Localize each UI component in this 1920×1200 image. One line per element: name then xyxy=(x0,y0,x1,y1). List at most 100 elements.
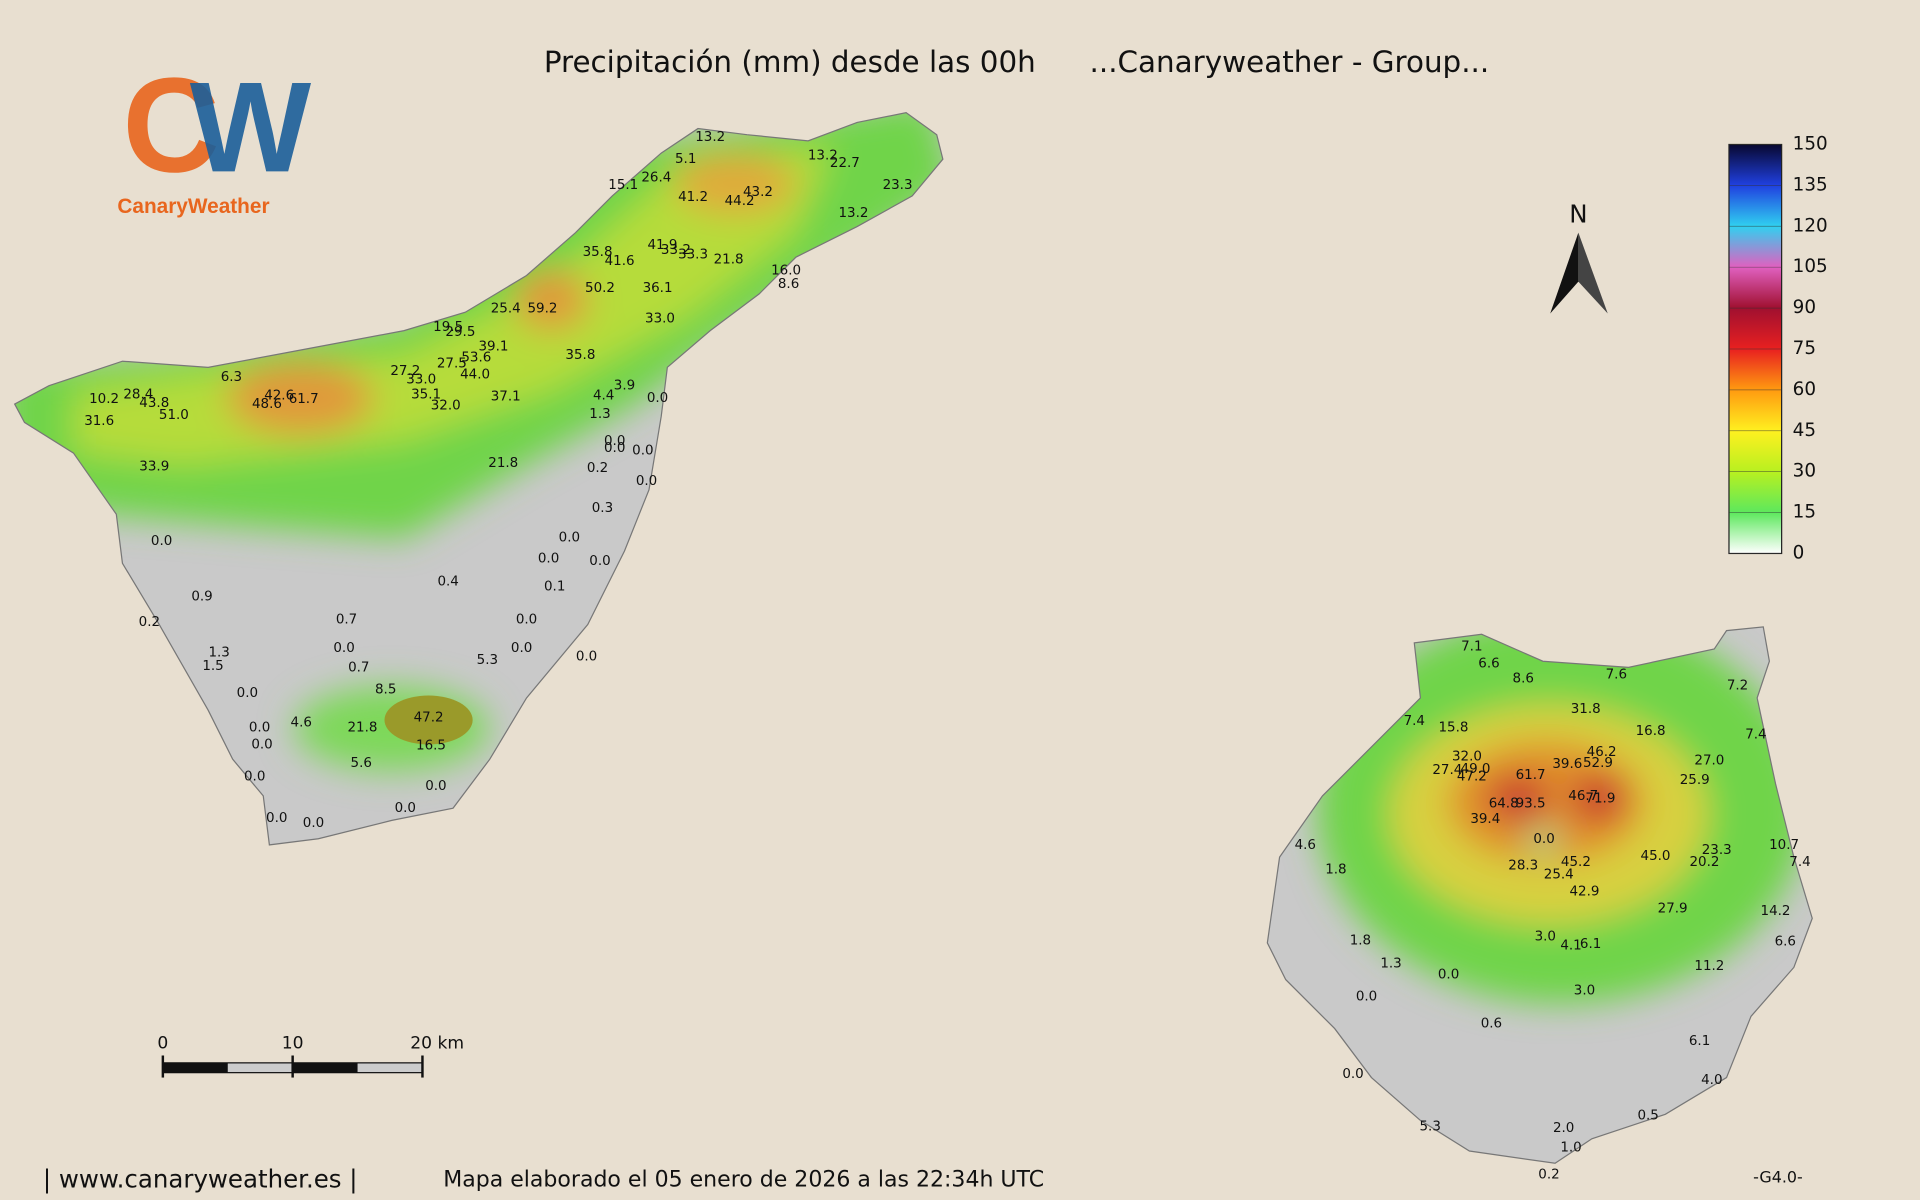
station-value: 0.0 xyxy=(576,649,597,664)
station-value: 49.0 xyxy=(1461,762,1491,777)
station-value: 43.8 xyxy=(139,396,169,411)
station-value: 4.6 xyxy=(1295,838,1316,853)
coast xyxy=(1266,626,1813,1164)
station-value: 46.7 xyxy=(1568,789,1598,804)
station-value: 35.8 xyxy=(565,348,595,363)
svg-text:W: W xyxy=(190,56,312,199)
station-value: 93.5 xyxy=(1516,796,1546,811)
station-value: 0.2 xyxy=(139,615,160,630)
station-value: 0.0 xyxy=(237,686,258,701)
station-value: 23.3 xyxy=(883,178,913,193)
legend-tick-label: 135 xyxy=(1793,174,1828,195)
station-value: 42.6 xyxy=(264,389,294,404)
station-value: 41.2 xyxy=(678,190,708,205)
station-value: 6.6 xyxy=(1775,935,1796,950)
scale-bar xyxy=(161,1055,424,1078)
station-value: 4.4 xyxy=(593,389,614,404)
station-value: 51.0 xyxy=(159,408,189,423)
highlight xyxy=(384,695,473,745)
station-value: 0.0 xyxy=(632,444,653,459)
station-value: 3.0 xyxy=(1535,930,1556,945)
station-value: 6.1 xyxy=(1580,937,1601,952)
station-value: 44.2 xyxy=(725,194,755,209)
station-value: 25.4 xyxy=(1544,867,1574,882)
north-arrow: N xyxy=(1550,200,1608,314)
station-value: 31.6 xyxy=(84,414,114,429)
station-value: 35.1 xyxy=(411,387,441,402)
station-value: 3.9 xyxy=(614,379,635,394)
station-value: 7.4 xyxy=(1404,714,1425,729)
station-value: 27.5 xyxy=(437,357,467,372)
north-label: N xyxy=(1569,200,1587,229)
station-value: 0.5 xyxy=(1637,1109,1658,1124)
station-value: 7.6 xyxy=(1606,668,1627,683)
station-value: 1.8 xyxy=(1325,862,1346,877)
title: Precipitación (mm) desde las 00h xyxy=(544,45,1036,79)
station-value: 6.3 xyxy=(221,370,242,385)
station-value: 1.8 xyxy=(1350,933,1371,948)
station-value: 0.0 xyxy=(604,434,625,449)
station-value: 13.2 xyxy=(808,149,838,164)
station-value: 1.3 xyxy=(208,646,229,661)
station-value: 61.7 xyxy=(289,392,319,407)
station-value: 0.0 xyxy=(151,534,172,549)
station-value: 29.5 xyxy=(445,325,475,340)
station-value: 0.9 xyxy=(191,589,212,604)
station-value: 5.3 xyxy=(477,653,498,668)
scale-label: 10 xyxy=(282,1033,304,1053)
station-value: 61.7 xyxy=(1516,768,1546,783)
station-value: 0.7 xyxy=(348,660,369,675)
station-value: 0.2 xyxy=(1538,1167,1559,1182)
station-value: 33.9 xyxy=(139,460,169,475)
station-value: 47.2 xyxy=(414,711,444,726)
station-value: 0.6 xyxy=(1481,1017,1502,1032)
station-value: 0.0 xyxy=(1356,990,1377,1005)
station-value: 44.0 xyxy=(460,368,490,383)
station-value: 41.6 xyxy=(605,254,635,269)
station-value: 39.1 xyxy=(478,340,508,355)
legend-tick-label: 120 xyxy=(1793,215,1828,236)
station-value: 10.7 xyxy=(1769,838,1799,853)
station-value: 0.3 xyxy=(592,501,613,516)
station-value: 42.9 xyxy=(1570,884,1600,899)
legend-tick-label: 75 xyxy=(1793,338,1816,359)
station-value: 0.0 xyxy=(266,811,287,826)
station-value: 50.2 xyxy=(585,281,615,296)
station-value: 14.2 xyxy=(1761,904,1791,919)
station-value: 0.0 xyxy=(636,474,657,489)
station-value: 7.1 xyxy=(1461,640,1482,655)
station-value: 19.5 xyxy=(433,320,463,335)
station-value: 27.4 xyxy=(1432,763,1462,778)
station-value: 0.0 xyxy=(589,554,610,569)
station-value: 35.8 xyxy=(583,245,613,260)
station-value: 0.0 xyxy=(251,737,272,752)
station-value: 0.0 xyxy=(395,801,416,816)
station-value: 47.2 xyxy=(1457,769,1487,784)
station-value: 28.3 xyxy=(1508,859,1538,874)
station-value: 0.1 xyxy=(544,580,565,595)
footer-credit: Mapa elaborado el 05 enero de 2026 a las… xyxy=(443,1167,1044,1192)
version: -G4.0- xyxy=(1753,1167,1803,1186)
legend-tick-label: 60 xyxy=(1793,379,1816,400)
logo-text: CanaryWeather xyxy=(117,195,269,218)
station-value: 0.0 xyxy=(249,720,270,735)
station-value: 0.0 xyxy=(538,551,559,566)
station-value: 2.0 xyxy=(1553,1121,1574,1136)
station-value: 0.0 xyxy=(333,641,354,656)
svg-text:C: C xyxy=(122,49,219,200)
station-value: 39.4 xyxy=(1470,812,1500,827)
station-value: 22.7 xyxy=(830,156,860,171)
station-value: 0.0 xyxy=(516,613,537,628)
station-value: 53.6 xyxy=(461,351,491,366)
station-value: 1.0 xyxy=(1560,1140,1581,1155)
station-value: 8.6 xyxy=(778,277,799,292)
station-value: 20.2 xyxy=(1690,855,1720,870)
scale-label: 20 km xyxy=(410,1033,464,1053)
station-value: 45.0 xyxy=(1641,849,1671,864)
station-value: 1.3 xyxy=(589,407,610,422)
station-value: 4.6 xyxy=(291,715,312,730)
station-value: 1.3 xyxy=(1380,957,1401,972)
station-value: 23.3 xyxy=(1702,843,1732,858)
station-value: 11.2 xyxy=(1694,959,1724,974)
station-value: 37.1 xyxy=(491,390,521,405)
